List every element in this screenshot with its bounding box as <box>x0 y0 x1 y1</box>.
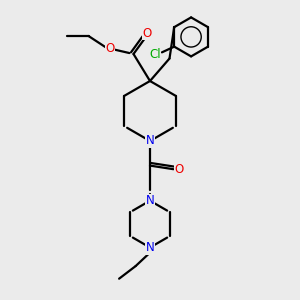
Text: Cl: Cl <box>149 48 161 61</box>
Text: N: N <box>146 241 154 254</box>
Text: O: O <box>106 42 115 55</box>
Text: N: N <box>146 134 154 148</box>
Text: N: N <box>146 194 154 207</box>
Text: O: O <box>174 163 183 176</box>
Text: O: O <box>142 26 152 40</box>
